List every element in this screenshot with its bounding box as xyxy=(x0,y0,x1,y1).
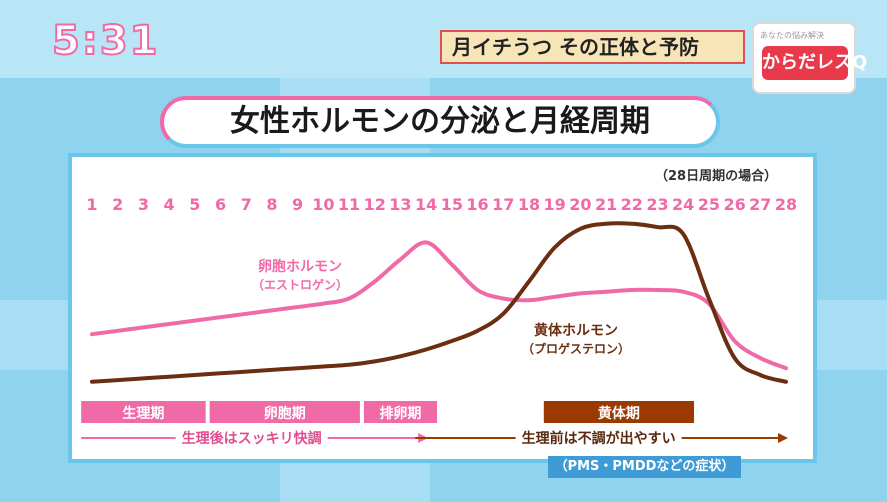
day-tick-label: 11 xyxy=(338,195,360,214)
day-tick-label: 20 xyxy=(569,195,591,214)
day-tick-label: 1 xyxy=(86,195,97,214)
phase-bar xyxy=(543,401,695,423)
day-tick-label: 18 xyxy=(518,195,540,214)
estrogen-line xyxy=(90,240,788,371)
day-tick-label: 16 xyxy=(466,195,488,214)
topic-banner: 月イチうつ その正体と予防 xyxy=(440,30,745,64)
phase-label: 卵胞期 xyxy=(264,405,306,422)
day-tick-label: 2 xyxy=(112,195,123,214)
day-tick-label: 6 xyxy=(215,195,226,214)
logo-main: からだレスQ xyxy=(762,46,867,80)
day-tick-label: 8 xyxy=(266,195,277,214)
phase-bar xyxy=(81,401,206,423)
day-tick-label: 10 xyxy=(312,195,334,214)
day-tick-label: 9 xyxy=(292,195,303,214)
phase-label: 生理期 xyxy=(122,405,164,422)
day-tick-label: 3 xyxy=(138,195,149,214)
day-tick-label: 28 xyxy=(775,195,797,214)
phase-label: 排卵期 xyxy=(379,405,421,422)
cycle-note: （28日周期の場合） xyxy=(655,169,778,184)
day-tick-label: 21 xyxy=(595,195,617,214)
day-tick-label: 26 xyxy=(723,195,745,214)
series-label: 黄体ホルモン xyxy=(534,322,618,339)
day-tick-label: 25 xyxy=(698,195,720,214)
day-tick-label: 22 xyxy=(621,195,643,214)
day-tick-label: 24 xyxy=(672,195,694,214)
day-tick-label: 13 xyxy=(389,195,411,214)
arrow-label: 生理前は不調が出やすい xyxy=(522,430,676,447)
day-tick-label: 7 xyxy=(241,195,252,214)
arrow-label: 生理後はスッキリ快調 xyxy=(182,430,322,447)
day-tick-label: 4 xyxy=(164,195,175,214)
phase-bar xyxy=(209,401,360,423)
series-sublabel: （エストロゲン） xyxy=(252,277,348,292)
program-logo: あなたの悩み解決 からだレスQ xyxy=(752,22,867,94)
day-tick-label: 27 xyxy=(749,195,771,214)
day-tick-label: 17 xyxy=(492,195,514,214)
pms-note: （PMS・PMDDなどの症状） xyxy=(548,456,741,478)
chart-title: 女性ホルモンの分泌と月経周期 xyxy=(160,96,720,148)
phase-bar xyxy=(363,401,437,423)
series-label: 卵胞ホルモン xyxy=(258,258,342,275)
phase-label: 黄体期 xyxy=(598,405,640,422)
clock: 5:31 xyxy=(51,17,160,65)
day-tick-label: 5 xyxy=(189,195,200,214)
arrow-head xyxy=(778,433,788,443)
day-tick-label: 12 xyxy=(364,195,386,214)
series-sublabel: （プロゲステロン） xyxy=(522,341,630,356)
day-tick-label: 14 xyxy=(415,195,437,214)
day-tick-label: 23 xyxy=(646,195,668,214)
progesterone-line xyxy=(90,221,788,384)
day-tick-label: 15 xyxy=(441,195,463,214)
logo-tagline: あなたの悩み解決 xyxy=(760,31,824,40)
day-tick-label: 19 xyxy=(544,195,566,214)
